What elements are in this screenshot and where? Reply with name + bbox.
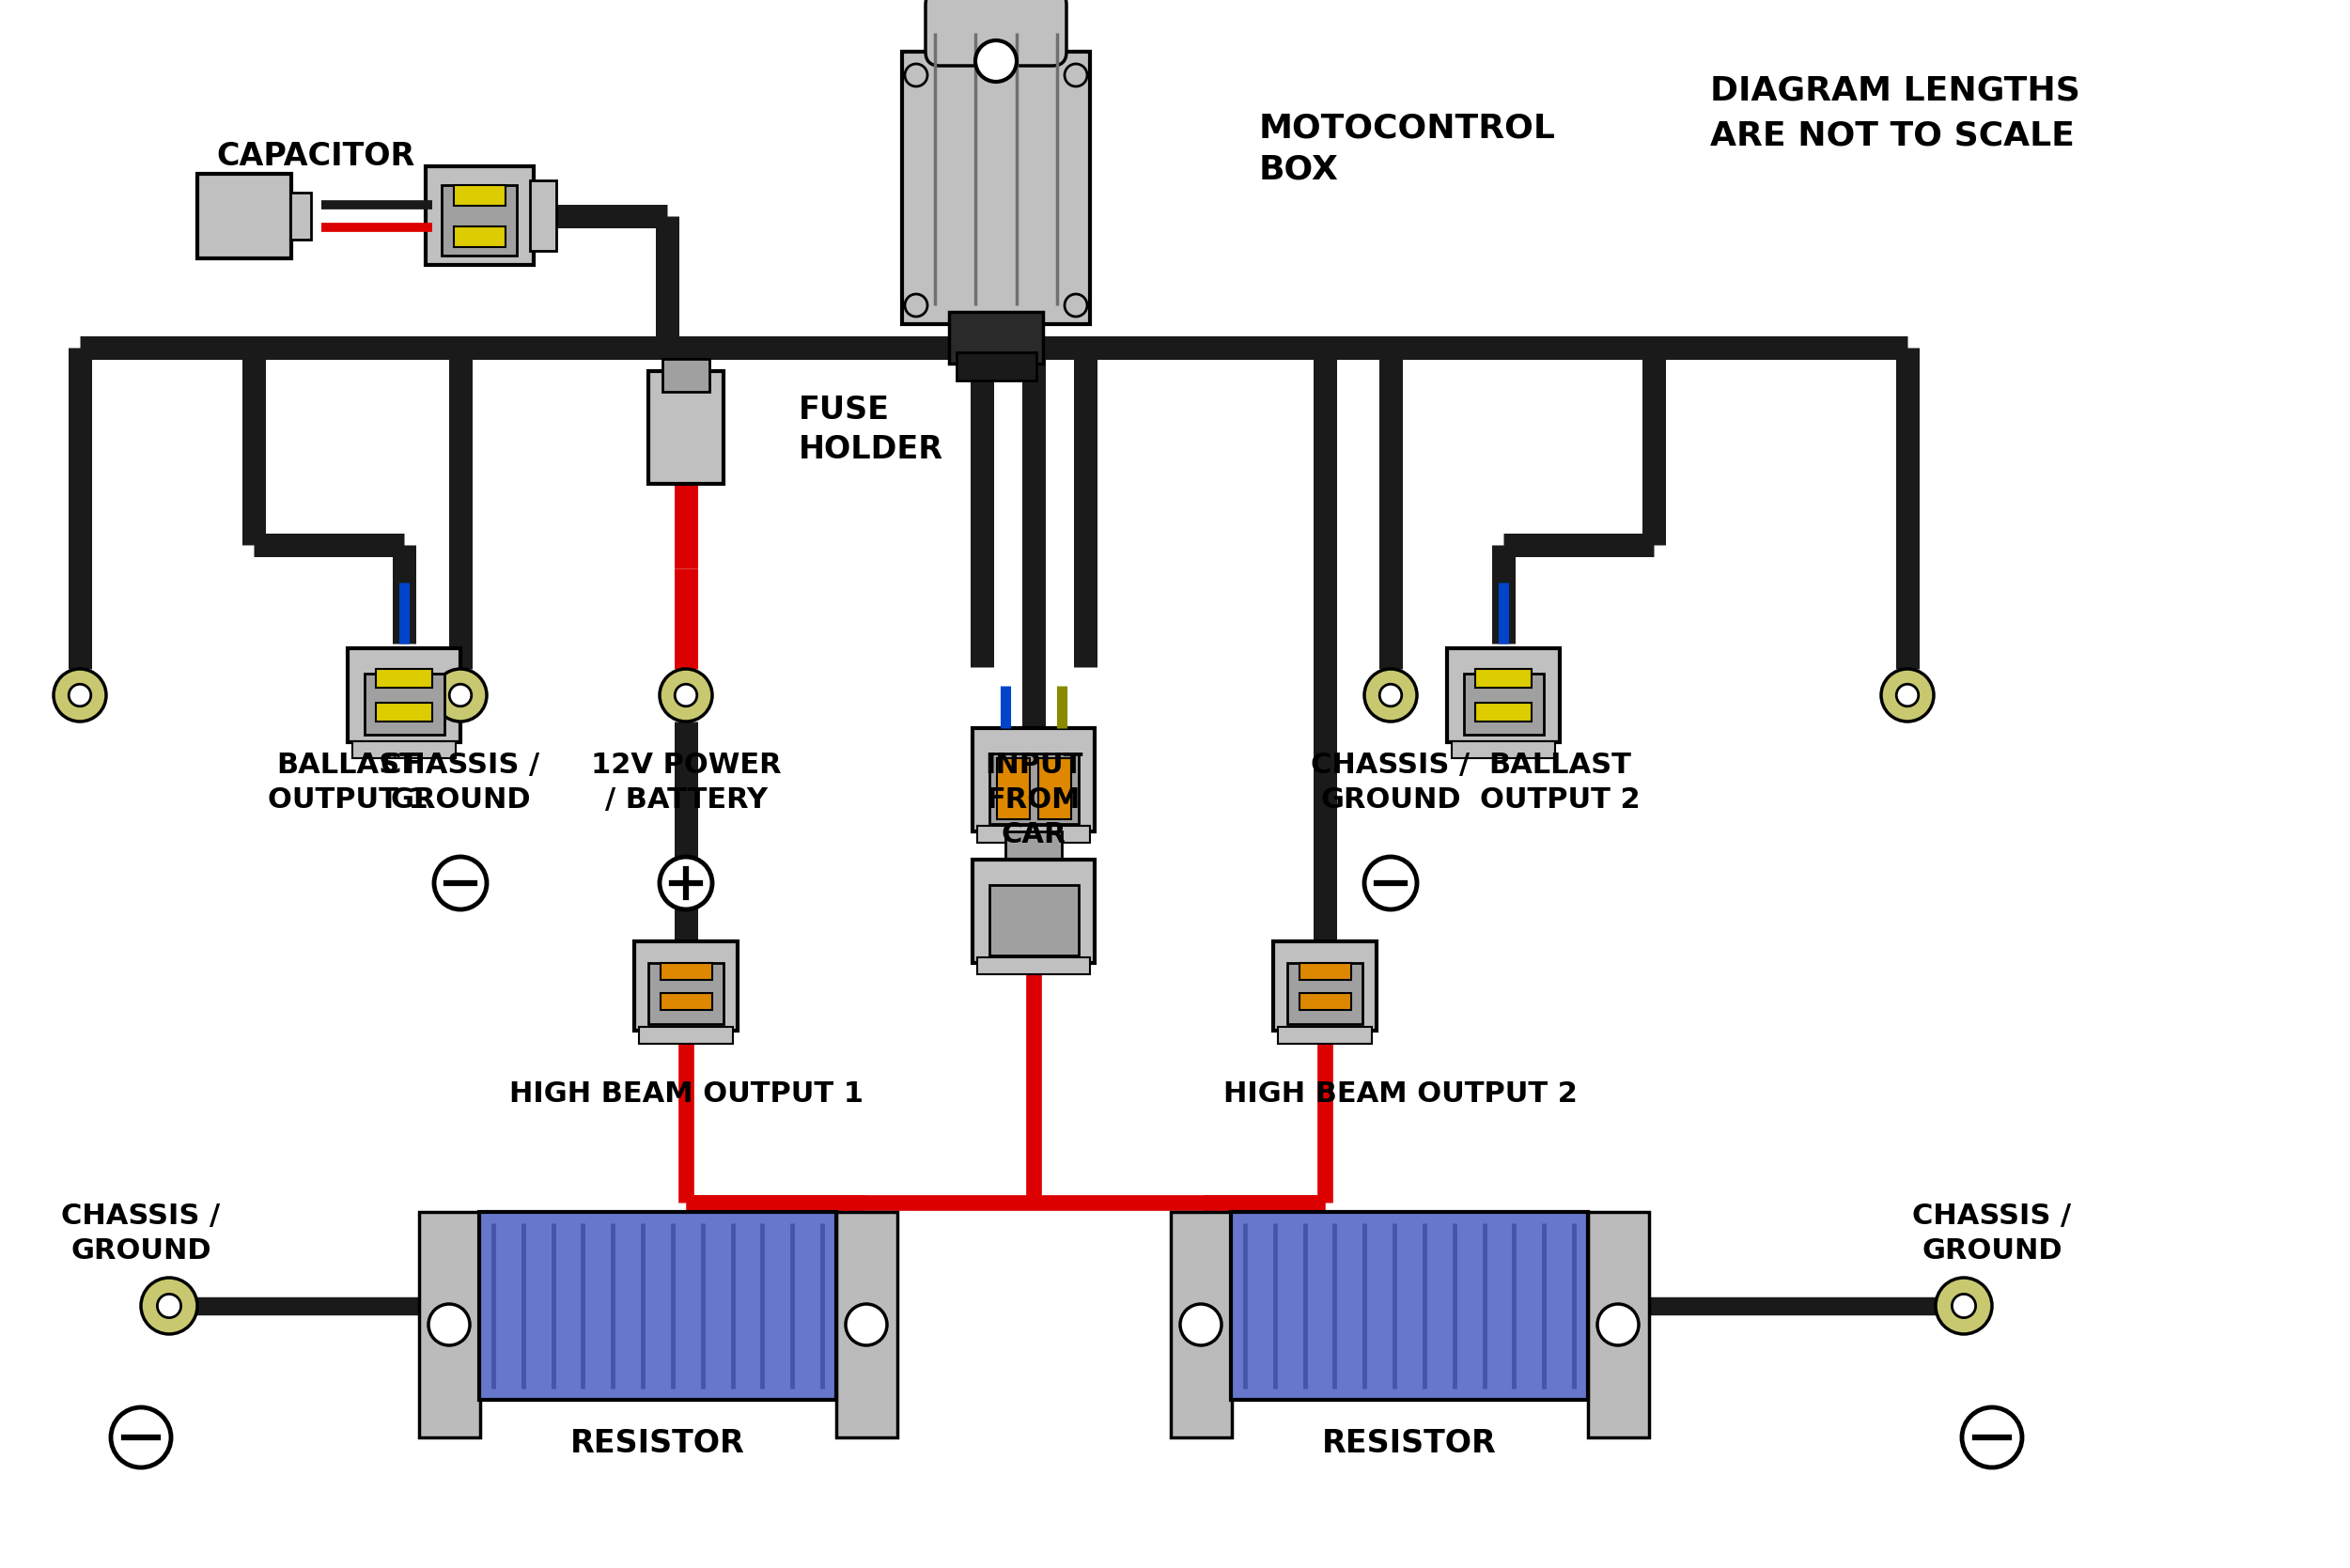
Circle shape	[1936, 1278, 1993, 1334]
Bar	[660, 993, 712, 1010]
Bar	[1476, 702, 1532, 721]
Circle shape	[68, 684, 92, 706]
Bar	[660, 963, 712, 980]
Text: CHASSIS /
GROUND: CHASSIS / GROUND	[1311, 751, 1471, 814]
Bar	[197, 174, 291, 259]
Bar	[531, 180, 557, 251]
Circle shape	[905, 64, 928, 86]
Bar	[1300, 993, 1351, 1010]
Circle shape	[157, 1294, 181, 1317]
Bar	[935, 0, 1058, 52]
Bar	[663, 359, 710, 392]
Text: CAPACITOR: CAPACITOR	[216, 141, 414, 172]
Bar	[364, 674, 444, 735]
Circle shape	[141, 1278, 197, 1334]
Bar	[1288, 963, 1363, 1024]
Bar	[1300, 963, 1351, 980]
Circle shape	[1065, 64, 1088, 86]
Bar	[479, 1212, 837, 1400]
Bar	[649, 372, 724, 485]
Circle shape	[660, 856, 712, 909]
Circle shape	[1962, 1408, 2021, 1468]
Text: BALLAST
OUTPUT 1: BALLAST OUTPUT 1	[268, 751, 428, 814]
Bar	[454, 185, 505, 205]
Bar	[291, 193, 310, 240]
Bar	[1231, 1212, 1589, 1400]
Bar	[649, 963, 724, 1024]
Circle shape	[1365, 670, 1417, 721]
Bar	[956, 353, 1036, 381]
FancyBboxPatch shape	[926, 0, 1067, 66]
Circle shape	[54, 670, 106, 721]
Bar	[635, 942, 738, 1032]
Circle shape	[905, 295, 928, 317]
Circle shape	[1379, 684, 1401, 706]
Bar	[376, 670, 432, 688]
Circle shape	[435, 856, 486, 909]
Circle shape	[449, 684, 472, 706]
Circle shape	[846, 1305, 886, 1345]
Bar	[949, 312, 1043, 364]
Bar	[418, 1212, 479, 1438]
Text: 12V POWER
/ BATTERY: 12V POWER / BATTERY	[590, 751, 780, 814]
Bar	[1039, 759, 1072, 820]
Circle shape	[435, 670, 486, 721]
Circle shape	[660, 670, 712, 721]
Bar	[973, 859, 1095, 963]
Bar	[1274, 942, 1377, 1032]
Bar	[442, 185, 517, 256]
Text: DIAGRAM LENGTHS
ARE NOT TO SCALE: DIAGRAM LENGTHS ARE NOT TO SCALE	[1711, 75, 2080, 152]
Text: INPUT
FROM
CAR: INPUT FROM CAR	[985, 751, 1083, 848]
Bar	[425, 166, 533, 265]
Bar	[1006, 831, 1062, 859]
Circle shape	[1880, 670, 1934, 721]
Bar	[837, 1212, 898, 1438]
Bar	[352, 742, 456, 759]
Circle shape	[1598, 1305, 1638, 1345]
Bar	[973, 728, 1095, 831]
Text: CHASSIS /
GROUND: CHASSIS / GROUND	[61, 1203, 221, 1265]
Circle shape	[1953, 1294, 1976, 1317]
Circle shape	[1365, 856, 1417, 909]
Circle shape	[1065, 295, 1088, 317]
Bar	[454, 226, 505, 248]
Text: FUSE
HOLDER: FUSE HOLDER	[799, 395, 942, 466]
Text: CHASSIS /
GROUND: CHASSIS / GROUND	[1913, 1203, 2070, 1265]
Bar	[1464, 674, 1544, 735]
Bar	[639, 1027, 733, 1044]
Bar	[348, 648, 461, 742]
Circle shape	[674, 684, 698, 706]
Bar	[1170, 1212, 1231, 1438]
Bar	[1278, 1027, 1372, 1044]
Text: HIGH BEAM OUTPUT 1: HIGH BEAM OUTPUT 1	[510, 1080, 862, 1107]
Circle shape	[1180, 1305, 1222, 1345]
Text: RESISTOR: RESISTOR	[571, 1428, 745, 1458]
Bar	[1589, 1212, 1650, 1438]
Text: RESISTOR: RESISTOR	[1323, 1428, 1497, 1458]
Text: MOTOCONTROL
BOX: MOTOCONTROL BOX	[1260, 113, 1556, 185]
Circle shape	[110, 1408, 172, 1468]
Bar	[989, 886, 1079, 956]
Text: BALLAST
OUTPUT 2: BALLAST OUTPUT 2	[1480, 751, 1640, 814]
Text: CHASSIS /
GROUND: CHASSIS / GROUND	[381, 751, 540, 814]
Bar	[978, 826, 1090, 842]
Bar	[376, 702, 432, 721]
Circle shape	[975, 41, 1018, 82]
Bar	[902, 52, 1090, 325]
Text: HIGH BEAM OUTPUT 2: HIGH BEAM OUTPUT 2	[1222, 1080, 1577, 1107]
Bar	[978, 958, 1090, 974]
Bar	[1452, 742, 1556, 759]
Bar	[1476, 670, 1532, 688]
Bar	[1448, 648, 1560, 742]
Bar	[996, 759, 1029, 820]
Circle shape	[428, 1305, 470, 1345]
Bar	[989, 754, 1079, 825]
Circle shape	[1896, 684, 1918, 706]
